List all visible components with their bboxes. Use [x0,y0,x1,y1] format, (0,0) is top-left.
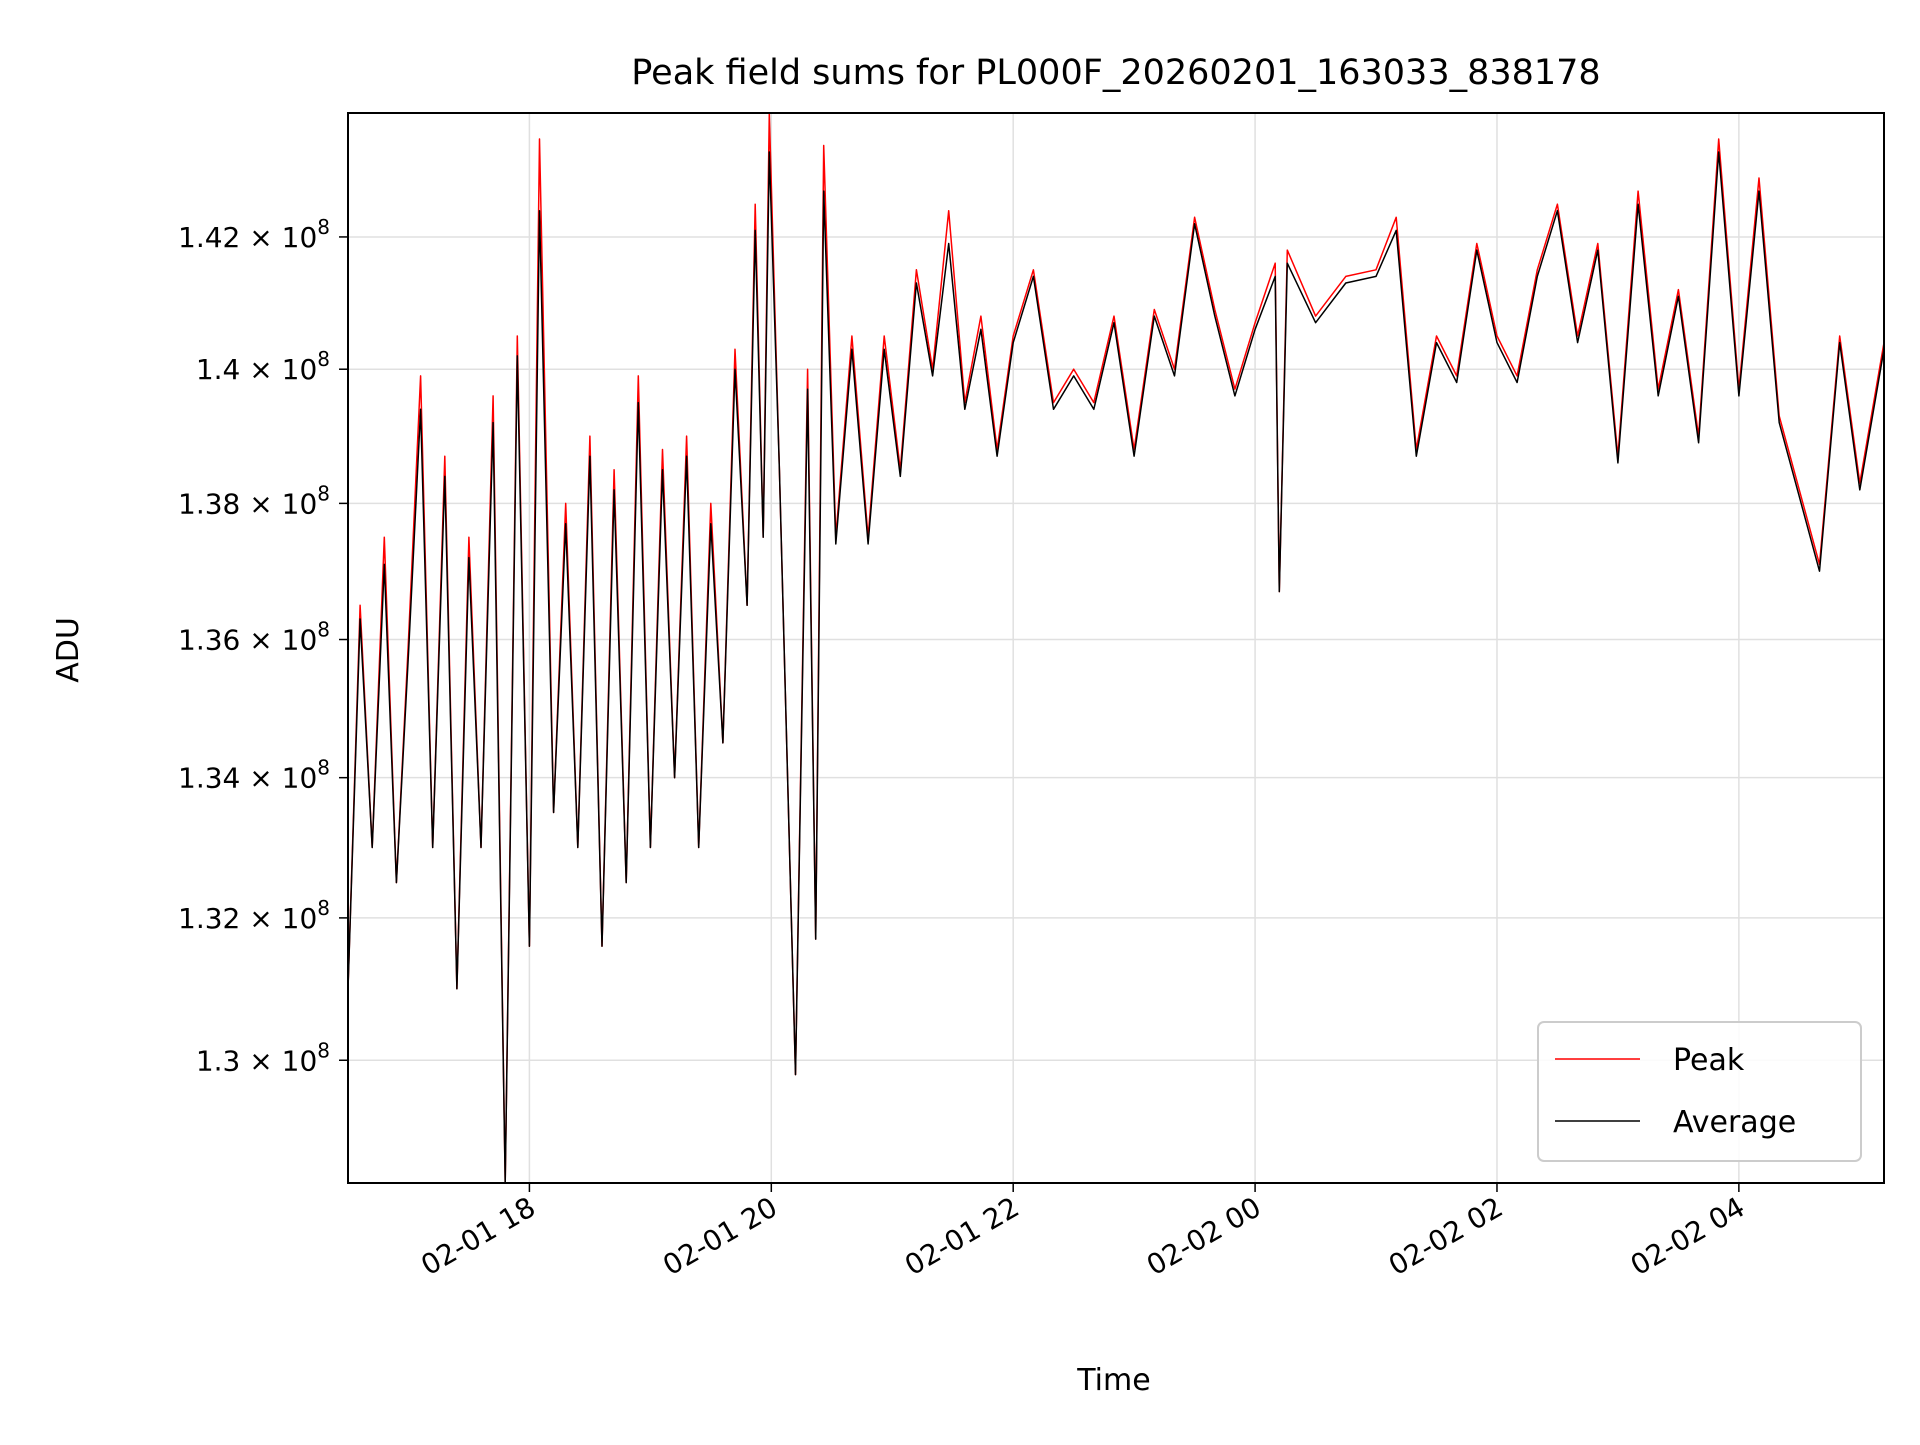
x-tick-label: 02-01 18 [415,1190,541,1282]
x-tick-label: 02-02 02 [1383,1190,1509,1282]
y-tick-label: 1.36 × 108 [178,618,330,657]
x-tick-label: 02-01 20 [657,1190,783,1282]
legend-label-peak: Peak [1673,1043,1745,1078]
plot-frame [347,112,1885,1184]
y-tick-label: 1.38 × 108 [178,481,330,520]
legend-label-average: Average [1673,1105,1796,1140]
grid-layer [348,113,1884,1183]
series-line-average [347,151,1885,1184]
x-axis-label: Time [1076,1363,1150,1398]
x-tick-label: 02-02 00 [1141,1190,1267,1282]
legend: Peak Average [1537,1021,1862,1162]
series-layer [347,112,1885,1184]
y-tick-label: 1.32 × 108 [178,896,330,935]
x-tick-label: 02-01 22 [899,1190,1025,1282]
y-axis-label: ADU [51,617,86,683]
y-axis-ticks: 1.3 × 108 1.32 × 108 1.34 × 108 1.36 × 108 1… [178,215,348,1077]
x-tick-label: 02-02 04 [1625,1190,1751,1282]
x-axis-ticks: 02-01 18 02-01 20 02-01 22 02-02 00 02-02 02… [415,1183,1750,1282]
y-tick-label: 1.42 × 108 [178,215,330,254]
legend-box [1537,1021,1862,1162]
series-line-peak [347,112,1885,1184]
chart-title: Peak field sums for PL000F_20260201_1630… [631,53,1600,93]
y-tick-label: 1.34 × 108 [178,756,330,795]
y-tick-label: 1.4 × 108 [196,347,330,386]
y-tick-label: 1.3 × 108 [196,1038,330,1077]
